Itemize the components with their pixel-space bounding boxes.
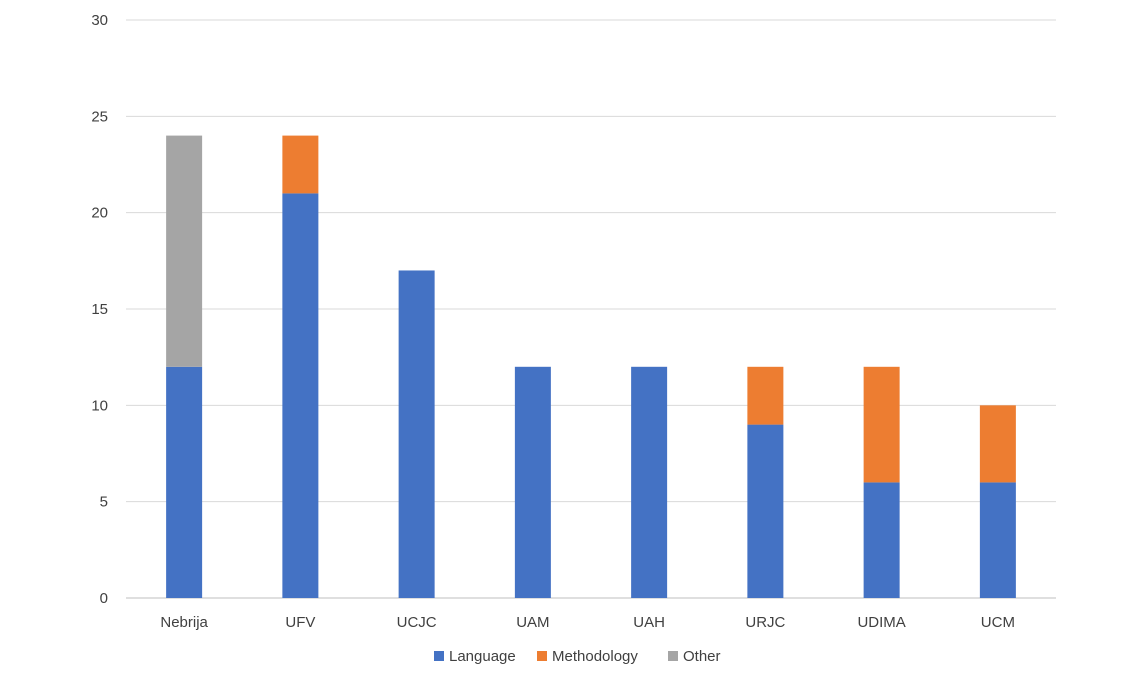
x-tick-label: URJC	[745, 614, 785, 631]
y-tick-label: 25	[91, 108, 108, 125]
legend-swatch	[537, 651, 547, 661]
bar-segment-language	[979, 482, 1016, 598]
y-tick-label: 20	[91, 205, 108, 222]
x-tick-label: Nebrija	[160, 614, 208, 631]
bar-segment-methodology	[979, 405, 1016, 483]
x-tick-label: UFV	[285, 614, 315, 631]
x-tick-label: UAM	[516, 614, 549, 631]
legend-swatch	[434, 651, 444, 661]
bar-segment-methodology	[282, 135, 319, 194]
bar-segment-language	[747, 424, 784, 598]
x-tick-label: UCJC	[397, 614, 437, 631]
bar-segment-language	[282, 193, 319, 598]
y-tick-label: 30	[91, 12, 108, 29]
bar-segment-other	[166, 135, 203, 367]
y-tick-label: 5	[100, 494, 108, 511]
legend-label: Language	[449, 648, 516, 665]
y-tick-label: 0	[100, 590, 108, 607]
y-tick-label: 10	[91, 397, 108, 414]
bar-segment-methodology	[863, 366, 900, 483]
bar-segment-language	[398, 270, 435, 598]
legend-label: Methodology	[552, 648, 638, 665]
bar-segment-language	[631, 366, 668, 598]
x-tick-label: UCM	[981, 614, 1015, 631]
legend-swatch	[668, 651, 678, 661]
bar-segment-language	[863, 482, 900, 598]
bar-segment-language	[166, 366, 203, 598]
bar-segment-language	[514, 366, 551, 598]
legend-label: Other	[683, 648, 721, 665]
bar-segment-methodology	[747, 366, 784, 425]
x-tick-label: UAH	[633, 614, 665, 631]
x-tick-label: UDIMA	[857, 614, 905, 631]
y-tick-label: 15	[91, 301, 108, 318]
